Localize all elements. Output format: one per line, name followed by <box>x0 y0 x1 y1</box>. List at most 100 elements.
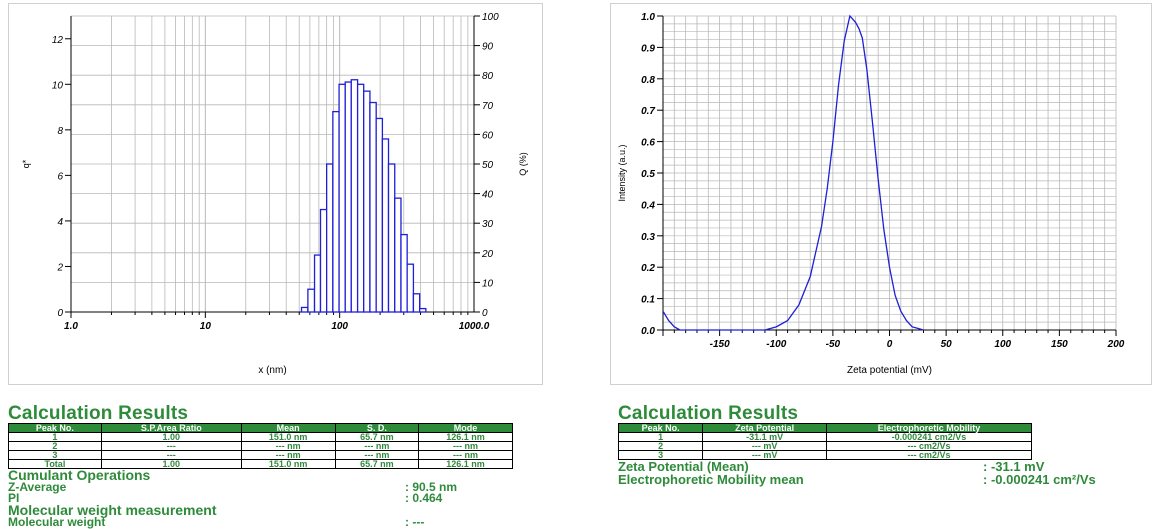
y-tick-label-left: 10 <box>52 80 64 91</box>
mw-value: : --- <box>405 515 425 529</box>
histogram-bar <box>412 293 421 313</box>
table-cell: 3 <box>617 450 704 460</box>
table-cell: 1.00 <box>100 459 242 469</box>
y-tick-label-right: 70 <box>482 101 494 112</box>
y-tick-label-right: 90 <box>482 42 494 53</box>
y-tick-label: 0.0 <box>641 326 655 337</box>
y-tick-label-right: 0 <box>482 308 488 319</box>
z-average-label: Z-Average <box>8 480 67 494</box>
histogram-bar <box>363 90 371 313</box>
y-tick-label-right: 20 <box>481 249 494 260</box>
x-tick-label: 0 <box>887 339 893 350</box>
y-tick-label: 0.7 <box>641 106 655 117</box>
y-tick-label-right: 60 <box>482 130 494 141</box>
size-calculation-results: Calculation Results Peak No. S.P.Area Ra… <box>8 403 528 529</box>
size-distribution-chart-panel: 0 2 4 6 8 10 12 0 10 20 30 40 50 60 70 80 90 100 1.0 10 100 1… <box>8 3 543 385</box>
x-tick-label: 150 <box>1051 339 1068 350</box>
y-tick-label-right: 30 <box>482 219 494 230</box>
y-tick-label-right: 80 <box>482 71 494 82</box>
histogram-bar <box>419 307 427 313</box>
x-tick-label: 1000.0 <box>459 321 490 332</box>
zeta-potential-chart: 0.0 0.1 0.2 0.3 0.4 0.5 0.6 0.7 0.8 0.9 1.0 -150 -10… <box>617 12 1125 376</box>
z-average-value: : 90.5 nm <box>405 480 458 494</box>
mw-label: Molecular weight <box>8 515 106 529</box>
histogram-bar <box>332 110 340 313</box>
size-distribution-chart: 0 2 4 6 8 10 12 0 10 20 30 40 50 60 70 80 90 100 1.0 10 100 1… <box>21 12 528 376</box>
y-tick-label-right: 100 <box>482 12 499 23</box>
y-tick-label: 0.2 <box>641 263 655 274</box>
table-cell: 151.0 nm <box>240 459 336 469</box>
table-cell: 65.7 nm <box>334 459 420 469</box>
x-axis-label: Zeta potential (mV) <box>847 365 932 376</box>
y-tick-label-right: 10 <box>482 278 494 289</box>
x-tick-label: 200 <box>1107 339 1125 350</box>
results-title: Calculation Results <box>8 403 189 424</box>
x-axis-label: x (nm) <box>258 365 286 376</box>
table-row: Total 1.00 151.0 nm 65.7 nm 126.1 nm <box>8 459 513 469</box>
y-tick-label: 0.9 <box>641 43 655 54</box>
x-tick-label: 100 <box>331 321 348 332</box>
table-header-row: Peak No. Zeta Potential Electrophoretic … <box>617 423 1033 433</box>
pi-label: PI <box>8 491 20 505</box>
mobility-mean-label: Electrophoretic Mobility mean <box>618 472 804 487</box>
zeta-results-table: Peak No. Zeta Potential Electrophoretic … <box>617 423 1033 460</box>
y-tick-label-right: 40 <box>482 190 494 201</box>
x-tick-label: 1.0 <box>64 321 78 332</box>
y-tick-label-left: 0 <box>57 308 63 319</box>
zeta-mean-label: Zeta Potential (Mean) <box>618 459 749 474</box>
y-tick-label-left: 4 <box>57 217 63 228</box>
results-title: Calculation Results <box>618 403 799 424</box>
table-header-row: Peak No. S.P.Area Ratio Mean S. D. Mode <box>8 423 513 433</box>
zeta-potential-chart-panel: 0.0 0.1 0.2 0.3 0.4 0.5 0.6 0.7 0.8 0.9 1.0 -150 -10… <box>610 3 1152 385</box>
table-row: 3 --- --- nm --- nm --- nm <box>8 450 513 460</box>
zeta-mean-value: : -31.1 mV <box>983 459 1045 474</box>
mw-measurement-label: Molecular weight measurement <box>8 502 217 518</box>
mobility-mean-value: : -0.000241 cm²/Vs <box>983 472 1096 487</box>
table-row: 3 --- mV --- cm2/Vs <box>617 450 1033 460</box>
histogram-bar <box>369 101 377 313</box>
table-row: 2 --- --- nm --- nm --- nm <box>8 441 513 451</box>
y-tick-label: 0.4 <box>641 200 655 211</box>
histogram-bar <box>319 208 328 313</box>
table-row: 1 1.00 151.0 nm 65.7 nm 126.1 nm <box>8 432 513 442</box>
histogram-bar <box>338 83 346 313</box>
y-tick-label: 0.8 <box>641 75 655 86</box>
x-tick-label: 100 <box>994 339 1011 350</box>
size-results-table: Peak No. S.P.Area Ratio Mean S. D. Mode … <box>8 423 513 469</box>
y-tick-label: 0.3 <box>641 232 655 243</box>
x-tick-label: -50 <box>826 339 841 350</box>
histogram-bar <box>387 163 396 313</box>
y-tick-label-left: 2 <box>56 262 63 273</box>
histogram-bar <box>325 163 334 313</box>
x-tick-label: 10 <box>200 321 212 332</box>
y-tick-label: 0.1 <box>641 295 655 306</box>
x-tick-label: 50 <box>941 339 953 350</box>
cumulant-title: Cumulant Operations <box>8 467 151 483</box>
y-axis-label-right: Q (%) <box>518 152 528 176</box>
x-tick-label: -100 <box>766 339 786 350</box>
histogram-bar <box>394 197 402 313</box>
y-axis-label-left: q* <box>21 159 31 168</box>
histogram-bar <box>300 306 309 313</box>
zeta-calculation-results: Calculation Results Peak No. Zeta Potent… <box>617 403 1158 487</box>
y-tick-label: 1.0 <box>641 12 655 23</box>
histogram-bar <box>375 117 384 313</box>
pi-value: : 0.464 <box>405 491 443 505</box>
histogram-bar <box>400 233 408 313</box>
y-tick-label: 0.5 <box>641 169 655 180</box>
x-tick-label: -150 <box>710 339 730 350</box>
histogram-bar <box>307 288 316 313</box>
histogram-bar <box>344 81 352 313</box>
table-row: 1 -31.1 mV -0.000241 cm2/Vs <box>617 432 1033 442</box>
y-tick-label-right: 50 <box>482 160 494 171</box>
intensity-series-line <box>662 14 924 331</box>
y-tick-label: 0.6 <box>641 138 655 149</box>
histogram-bar <box>313 254 322 313</box>
table-row: 2 --- mV --- cm2/Vs <box>617 441 1033 451</box>
histogram-bar <box>356 83 365 313</box>
histogram-bar <box>350 79 359 313</box>
table-cell: 126.1 nm <box>418 459 513 469</box>
table-cell: --- cm2/Vs <box>825 450 1033 460</box>
histogram-bar <box>381 138 390 313</box>
y-tick-label-left: 8 <box>57 126 63 137</box>
